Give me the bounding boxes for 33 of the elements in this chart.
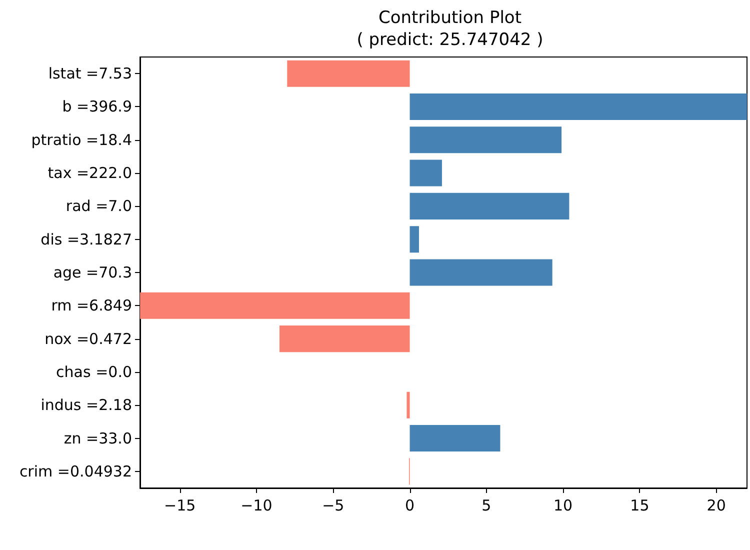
x-tick-label: −5 (322, 496, 344, 514)
bar (410, 226, 419, 253)
x-tick-label: −10 (240, 496, 272, 514)
x-tick-label: 20 (706, 496, 726, 514)
bar (410, 192, 570, 220)
x-tick-label: 15 (630, 496, 650, 514)
y-tick-label: rad =7.0 (66, 197, 132, 216)
x-tick-label: −15 (164, 496, 196, 514)
bar (287, 60, 410, 87)
y-tick-label: nox =0.472 (44, 330, 132, 348)
y-tick-label: lstat =7.53 (48, 64, 132, 83)
x-tick-label: 10 (554, 496, 573, 514)
bar (410, 259, 552, 286)
y-tick-label: indus =2.18 (40, 396, 132, 414)
y-tick-label: chas =0.0 (56, 362, 132, 381)
bar (406, 392, 410, 418)
y-tick-label: crim =0.04932 (19, 462, 132, 480)
bar (140, 292, 410, 319)
y-tick-label: rm =6.849 (51, 296, 132, 315)
bar (410, 425, 500, 452)
y-tick-label: ptratio =18.4 (31, 130, 132, 149)
y-tick-label: age =70.3 (53, 264, 132, 282)
bar (410, 160, 442, 186)
x-tick-label: 5 (482, 496, 492, 514)
bar (410, 93, 747, 120)
chart-title: Contribution Plot ( predict: 25.747042 ) (356, 8, 544, 50)
x-tick-label: 0 (405, 496, 415, 514)
bar (279, 326, 410, 352)
y-tick-label: zn =33.0 (64, 429, 132, 448)
y-tick-label: dis =3.1827 (40, 230, 132, 248)
y-tick-label: b =396.9 (62, 98, 132, 116)
y-tick-label: tax =222.0 (48, 164, 132, 182)
bar (410, 126, 562, 154)
